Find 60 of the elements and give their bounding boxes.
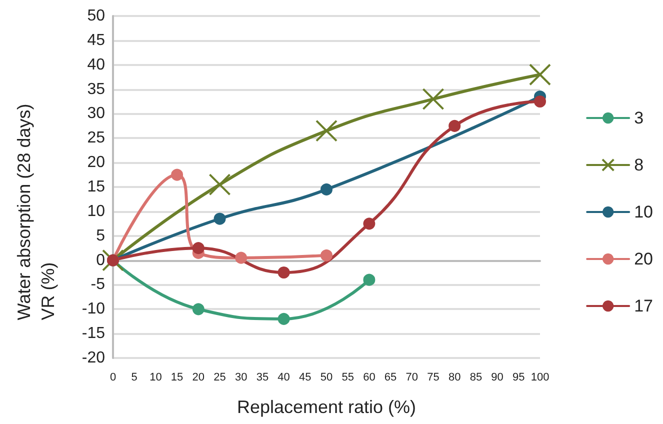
- legend-label: 17: [634, 296, 654, 316]
- point: [214, 212, 226, 225]
- x-tick-label: 25: [214, 372, 226, 384]
- x-tick-label: 85: [470, 372, 482, 384]
- point: [363, 218, 376, 230]
- x-tick-label: 0: [110, 372, 116, 384]
- x-tick-label: 55: [342, 372, 354, 384]
- point: [320, 183, 332, 196]
- y-tick-label: 35: [87, 80, 106, 98]
- point: [363, 274, 376, 286]
- x-tick-label: 15: [170, 372, 184, 384]
- y-tick-label: 15: [87, 178, 106, 196]
- x-tick-label: 10: [150, 372, 162, 384]
- y-tick-label: 45: [87, 32, 106, 49]
- y-tick-label: 20: [87, 154, 106, 172]
- point: [320, 249, 332, 262]
- point: [448, 120, 461, 132]
- point: [235, 252, 248, 264]
- point: [278, 312, 290, 325]
- point: [529, 64, 551, 86]
- x-tick-label: 45: [299, 372, 312, 384]
- point: [192, 303, 204, 316]
- point: [278, 266, 290, 278]
- x-tick-label: 70: [406, 372, 418, 384]
- x-tick-label: 95: [512, 372, 525, 384]
- y-tick-label: -5: [90, 276, 106, 294]
- x-tick-label: 90: [491, 372, 504, 384]
- legend-label: 8: [634, 156, 644, 174]
- x-tick-label: 60: [363, 372, 376, 384]
- legend-label: 10: [634, 202, 654, 222]
- y-tick-label: -10: [82, 300, 106, 318]
- x-tick-label: 30: [234, 372, 248, 384]
- point: [208, 174, 231, 196]
- x-tick-label: 80: [448, 372, 461, 384]
- point: [316, 120, 338, 142]
- y-tick-label: -15: [82, 325, 106, 342]
- x-axis-title: Replacement ratio (%): [236, 397, 416, 417]
- x-tick-label: 100: [530, 372, 550, 384]
- y-tick-label: 10: [87, 202, 106, 220]
- y-axis-title: Water absorption (28 days) VR (%): [14, 104, 58, 320]
- y-tick-label: 40: [87, 56, 106, 74]
- x-tick-label: 35: [256, 372, 269, 384]
- x-tick-label: 20: [192, 372, 205, 384]
- y-tick-label: 0: [96, 252, 106, 269]
- point: [192, 242, 204, 254]
- point: [534, 96, 546, 108]
- y-tick-label: -20: [82, 350, 106, 366]
- y-tick-label: 30: [87, 105, 106, 122]
- point: [422, 88, 444, 110]
- legend-label: 3: [634, 108, 644, 128]
- y-tick-label: 50: [87, 8, 106, 24]
- x-tick-label: 5: [131, 372, 138, 384]
- x-tick-label: 65: [384, 372, 397, 384]
- point: [171, 168, 184, 181]
- x-tick-label: 50: [320, 372, 333, 384]
- y-tick-label: 5: [96, 227, 106, 244]
- legend-label: 20: [634, 250, 654, 268]
- x-tick-label: 40: [278, 372, 290, 384]
- x-tick-label: 75: [427, 372, 440, 384]
- y-tick-label: 25: [87, 130, 106, 147]
